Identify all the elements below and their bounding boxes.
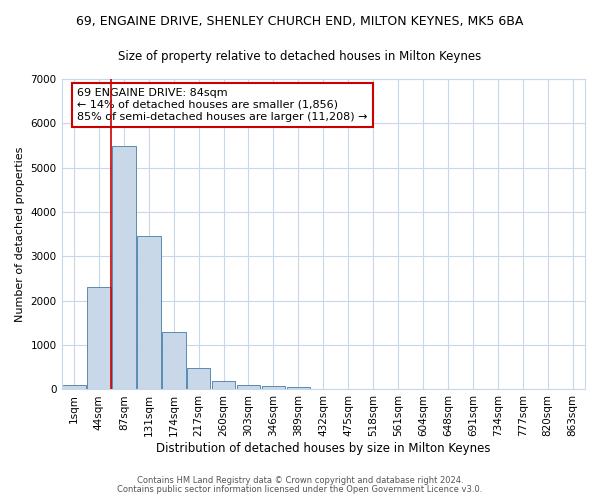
Bar bbox=[287, 387, 310, 390]
Bar bbox=[112, 146, 136, 390]
Text: 69, ENGAINE DRIVE, SHENLEY CHURCH END, MILTON KEYNES, MK5 6BA: 69, ENGAINE DRIVE, SHENLEY CHURCH END, M… bbox=[76, 15, 524, 28]
Bar bbox=[212, 381, 235, 390]
Text: Contains HM Land Registry data © Crown copyright and database right 2024.: Contains HM Land Registry data © Crown c… bbox=[137, 476, 463, 485]
Text: 69 ENGAINE DRIVE: 84sqm
← 14% of detached houses are smaller (1,856)
85% of semi: 69 ENGAINE DRIVE: 84sqm ← 14% of detache… bbox=[77, 88, 368, 122]
Bar bbox=[137, 236, 161, 390]
Bar bbox=[236, 385, 260, 390]
Text: Size of property relative to detached houses in Milton Keynes: Size of property relative to detached ho… bbox=[118, 50, 482, 63]
Bar bbox=[62, 385, 86, 390]
X-axis label: Distribution of detached houses by size in Milton Keynes: Distribution of detached houses by size … bbox=[156, 442, 491, 455]
Bar bbox=[187, 368, 211, 390]
Bar bbox=[262, 386, 285, 390]
Text: Contains public sector information licensed under the Open Government Licence v3: Contains public sector information licen… bbox=[118, 485, 482, 494]
Y-axis label: Number of detached properties: Number of detached properties bbox=[15, 146, 25, 322]
Bar bbox=[87, 288, 111, 390]
Bar bbox=[162, 332, 185, 390]
